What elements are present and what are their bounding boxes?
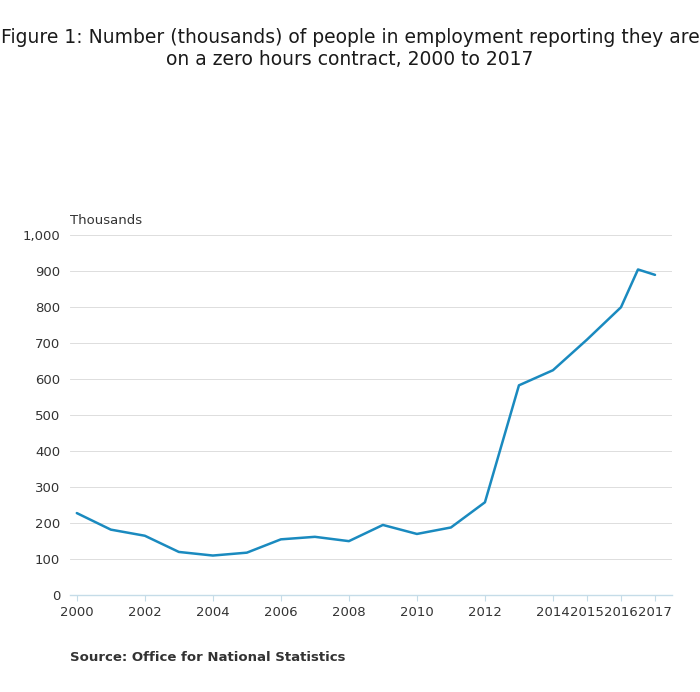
- Text: Source: Office for National Statistics: Source: Office for National Statistics: [70, 651, 346, 664]
- Text: Figure 1: Number (thousands) of people in employment reporting they are
on a zer: Figure 1: Number (thousands) of people i…: [1, 28, 699, 69]
- Text: Thousands: Thousands: [70, 214, 142, 227]
